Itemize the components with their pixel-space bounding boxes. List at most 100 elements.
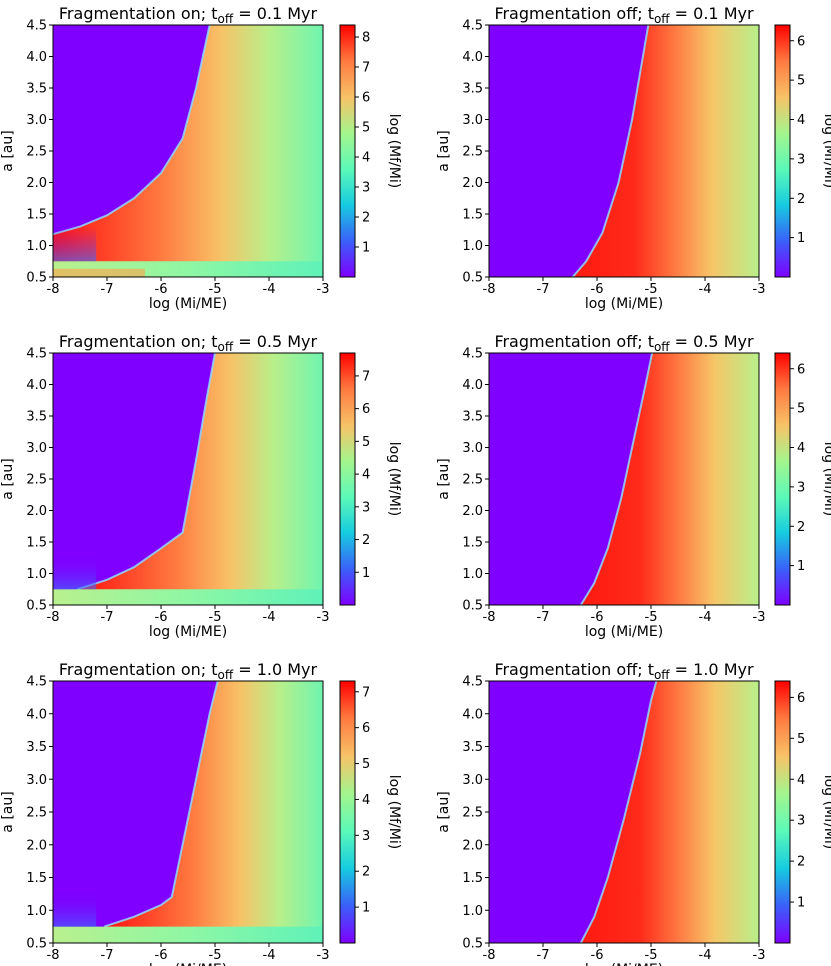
y-tick-label: 2.0 (26, 504, 47, 519)
x-tick-label: -7 (101, 282, 114, 297)
inner-band (53, 926, 323, 943)
panel-middle-right: Fragmentation off; toff = 0.5 Myr -8 -7 -6 -… (436, 332, 831, 640)
x-tick-label: -7 (101, 610, 114, 625)
y-tick-label: 0.5 (462, 599, 483, 614)
y-axis-label: a [au] (436, 791, 452, 832)
growth-region (104, 681, 323, 943)
growth-boundary-line (103, 681, 219, 928)
y-tick-label: 1.0 (462, 567, 483, 582)
inner-band (53, 589, 323, 605)
colorbar-tick-label: 3 (362, 829, 370, 844)
title-main: Fragmentation off; t (494, 332, 654, 351)
title-tail: = 1.0 Myr (670, 660, 754, 679)
colorbar-tick-label: 4 (797, 773, 805, 788)
growth-region (53, 25, 323, 277)
x-axis-label: log (Mi/ME) (585, 296, 663, 312)
y-tick-label: 3.0 (26, 773, 47, 788)
y-tick-label: 4.0 (462, 378, 483, 393)
y-tick-label: 4.0 (462, 50, 483, 65)
y-tick-label: 1.0 (462, 904, 483, 919)
y-tick-label: 2.5 (462, 806, 483, 821)
x-tick-label: -8 (483, 610, 496, 625)
y-tick-label: 3.0 (26, 441, 47, 456)
y-tick-label: 4.0 (462, 707, 483, 722)
y-tick-label: 4.5 (26, 675, 47, 690)
title-main: Fragmentation on; t (59, 660, 218, 679)
growth-region (580, 681, 759, 943)
y-tick-label: 2.5 (462, 145, 483, 160)
colorbar-label: log (Mf/Mi) (386, 775, 402, 849)
colorbar-tick-label: 5 (797, 402, 805, 417)
title-tail: = 0.1 Myr (670, 4, 754, 23)
y-tick-label: 0.5 (26, 599, 47, 614)
x-tick-label: -7 (537, 610, 550, 625)
y-tick-label: 4.5 (462, 19, 483, 34)
y-tick-label: 0.5 (462, 937, 483, 952)
y-tick-label: 3.0 (462, 113, 483, 128)
y-tick-label: 4.0 (26, 707, 47, 722)
x-tick-label: -4 (699, 948, 712, 963)
chart-title: Fragmentation on; toff = 1.0 Myr (59, 660, 318, 682)
x-axis-label: log (Mi/ME) (585, 624, 663, 640)
y-tick-label: 3.5 (462, 82, 483, 97)
colorbar-tick-label: 5 (362, 757, 370, 772)
title-main: Fragmentation on; t (59, 332, 218, 351)
heatmap-area (489, 25, 759, 277)
x-tick-label: -5 (209, 282, 222, 297)
panel-middle-left: Fragmentation on; toff = 0.5 Myr -8 -7 -6 -5… (0, 332, 402, 640)
x-tick-label: -6 (591, 948, 604, 963)
heatmap-area (53, 25, 323, 277)
colorbar-tick-label: 3 (362, 500, 370, 515)
colorbar-tick-label: 2 (797, 520, 805, 535)
colorbar-tick-label: 4 (362, 793, 370, 808)
title-tail: = 1.0 Myr (233, 660, 317, 679)
y-tick-label: 1.5 (26, 208, 47, 223)
growth-boundary-line (76, 353, 216, 591)
x-tick-label: -8 (47, 282, 60, 297)
chart-title: Fragmentation off; toff = 0.5 Myr (494, 332, 754, 354)
y-tick-label: 4.0 (26, 50, 47, 65)
chart-title: Fragmentation off; toff = 1.0 Myr (494, 660, 754, 682)
x-tick-label: -4 (699, 610, 712, 625)
y-tick-label: 3.0 (462, 441, 483, 456)
y-tick-label: 1.0 (462, 239, 483, 254)
growth-boundary-line (53, 25, 211, 236)
colorbar-tick-label: 6 (797, 691, 805, 706)
colorbar-tick-label: 5 (797, 732, 805, 747)
y-tick-label: 4.5 (26, 19, 47, 34)
y-axis-label: a [au] (0, 130, 16, 171)
x-tick-label: -8 (483, 948, 496, 963)
y-tick-label: 3.0 (462, 773, 483, 788)
transition-haze (53, 226, 97, 262)
title-sub: off (218, 668, 234, 682)
x-tick-label: -5 (209, 610, 222, 625)
y-tick-label: 2.0 (26, 176, 47, 191)
colorbar-label: log (Mf/Mi) (821, 775, 831, 849)
colorbar-tick-label: 2 (362, 211, 370, 226)
x-tick-label: -7 (537, 948, 550, 963)
colorbar-tick-label: 5 (797, 74, 805, 89)
growth-region (77, 353, 323, 605)
x-tick-label: -6 (155, 282, 168, 297)
colorbar-tick-label: 6 (797, 362, 805, 377)
colorbar-tick-label: 4 (362, 151, 370, 166)
heatmap-area (489, 681, 759, 943)
y-tick-label: 2.5 (26, 473, 47, 488)
y-tick-label: 3.5 (462, 410, 483, 425)
colorbar (339, 24, 356, 278)
x-tick-label: -5 (645, 948, 658, 963)
transition-haze (53, 890, 97, 927)
x-tick-label: -3 (753, 610, 766, 625)
colorbar-tick-label: 2 (797, 192, 805, 207)
colorbar-tick-label: 3 (362, 181, 370, 196)
colorbar-tick-label: 6 (362, 402, 370, 417)
x-tick-label: -3 (317, 610, 330, 625)
colorbar-tick-label: 1 (797, 559, 805, 574)
y-tick-label: 3.0 (26, 113, 47, 128)
title-tail: = 0.1 Myr (233, 4, 317, 23)
colorbar-tick-label: 6 (362, 721, 370, 736)
x-axis-label: log (Mi/ME) (149, 296, 227, 312)
y-tick-label: 4.5 (26, 347, 47, 362)
chart-title: Fragmentation off; toff = 0.1 Myr (494, 4, 754, 26)
title-sub: off (654, 668, 670, 682)
